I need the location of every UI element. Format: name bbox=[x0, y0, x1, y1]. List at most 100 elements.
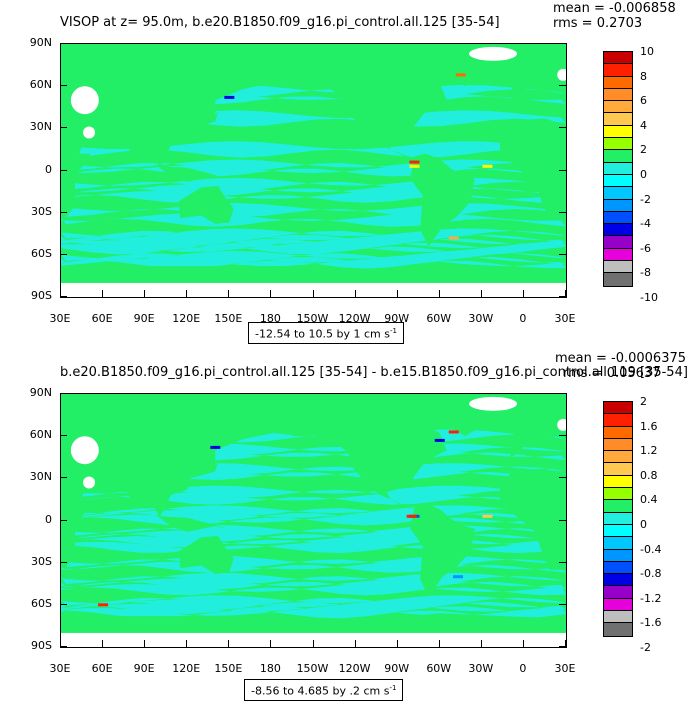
lat-tick-label: 0 bbox=[45, 512, 52, 526]
landmass bbox=[153, 163, 230, 182]
tick-mark bbox=[228, 640, 230, 647]
colorbar-label: 8 bbox=[640, 69, 647, 83]
tick-mark bbox=[270, 640, 272, 647]
lon-tick-label: 30W bbox=[468, 312, 494, 325]
colorbar-label: -2 bbox=[640, 192, 651, 206]
plot-title: b.e20.B1850.f09_g16.pi_control.all.125 [… bbox=[60, 365, 688, 380]
velocity-feature bbox=[406, 514, 417, 518]
tick-mark bbox=[396, 290, 398, 297]
velocity-feature bbox=[455, 73, 466, 77]
panel-bottom: b.e20.B1850.f09_g16.pi_control.all.125 [… bbox=[0, 350, 700, 701]
colorbar-swatch bbox=[604, 101, 632, 114]
tick-mark bbox=[102, 290, 104, 297]
lon-tick-label: 90W bbox=[384, 662, 410, 675]
colorbar-swatch bbox=[604, 611, 632, 624]
colorbar-label: -1.2 bbox=[640, 591, 662, 605]
tick-mark bbox=[559, 85, 566, 87]
tick-mark bbox=[559, 169, 566, 171]
colorbar-swatch bbox=[604, 488, 632, 501]
colorbar bbox=[603, 51, 633, 287]
lon-tick-label: 30W bbox=[468, 662, 494, 675]
landmass bbox=[509, 419, 566, 459]
lon-tick-label: 90E bbox=[133, 312, 155, 325]
tick-mark bbox=[144, 640, 146, 647]
lon-tick-label: 120E bbox=[172, 662, 201, 675]
lon-tick-label: 150W bbox=[296, 662, 329, 675]
colorbar-label: -0.8 bbox=[640, 567, 662, 581]
lon-tick-label: 30E bbox=[554, 312, 576, 325]
colorbar-swatch bbox=[604, 174, 632, 188]
lon-tick-label: 150W bbox=[296, 312, 329, 325]
lat-tick-label: 30N bbox=[29, 120, 52, 134]
colorbar-label: -4 bbox=[640, 217, 651, 231]
colorbar-swatch bbox=[604, 537, 632, 550]
colorbar-swatch bbox=[604, 261, 632, 274]
colorbar-swatch bbox=[604, 598, 632, 612]
colorbar-label: 0.8 bbox=[640, 468, 658, 482]
colorbar-swatch bbox=[604, 211, 632, 225]
tick-mark bbox=[102, 640, 104, 647]
tick-mark bbox=[559, 519, 566, 521]
colorbar-swatch bbox=[604, 162, 632, 175]
colorbar-swatch bbox=[604, 52, 632, 65]
ocean-band bbox=[61, 536, 566, 548]
ocean-band bbox=[61, 258, 566, 269]
lon-tick-label: 180 bbox=[259, 312, 281, 325]
colorbar-label: -2 bbox=[640, 641, 651, 654]
lon-tick-label: 90E bbox=[133, 662, 155, 675]
tick-mark bbox=[60, 393, 67, 394]
ocean-band bbox=[61, 492, 566, 505]
tick-mark bbox=[559, 296, 566, 297]
tick-mark bbox=[559, 477, 566, 479]
velocity-feature bbox=[210, 445, 221, 449]
tick-mark bbox=[60, 477, 67, 479]
colorbar-swatch bbox=[604, 426, 632, 439]
lat-tick-label: 60S bbox=[31, 596, 52, 610]
colorbar-label: -10 bbox=[640, 291, 658, 304]
landmass bbox=[153, 513, 230, 532]
landmass bbox=[410, 503, 475, 597]
tick-mark bbox=[60, 290, 61, 297]
missing-data-region bbox=[70, 436, 99, 465]
map-canvas bbox=[61, 44, 566, 297]
tick-mark bbox=[60, 85, 67, 87]
lon-tick-label: 60E bbox=[91, 312, 113, 325]
lon-tick-label: 120W bbox=[338, 312, 371, 325]
landmass bbox=[509, 69, 566, 109]
lon-tick-label: 30E bbox=[49, 662, 71, 675]
velocity-feature bbox=[434, 438, 445, 442]
colorbar-label: 2 bbox=[640, 395, 647, 408]
lon-tick-label: 90W bbox=[384, 312, 410, 325]
mean-stat: mean = -0.006858 bbox=[553, 1, 676, 16]
lat-tick-label: 90S bbox=[31, 639, 52, 652]
lon-tick-label: 0 bbox=[519, 312, 527, 325]
tick-mark bbox=[144, 290, 146, 297]
tick-mark bbox=[522, 640, 524, 647]
tick-mark bbox=[480, 640, 482, 647]
tick-mark bbox=[559, 43, 566, 44]
landmass bbox=[288, 69, 447, 160]
colorbar-swatch bbox=[604, 187, 632, 200]
colorbar-swatch bbox=[604, 451, 632, 464]
tick-mark bbox=[354, 290, 356, 297]
velocity-feature bbox=[448, 236, 459, 240]
tick-mark bbox=[396, 640, 398, 647]
ocean-band bbox=[61, 583, 566, 596]
landmass bbox=[410, 153, 475, 247]
tick-mark bbox=[565, 290, 566, 297]
colorbar-label: 0 bbox=[640, 168, 647, 181]
tick-mark bbox=[60, 519, 67, 521]
rms-stat: rms = 0.2703 bbox=[553, 16, 643, 31]
tick-mark bbox=[559, 127, 566, 129]
missing-data-region bbox=[557, 68, 566, 81]
tick-mark bbox=[559, 393, 566, 394]
colorbar-swatch bbox=[604, 113, 632, 126]
landmass bbox=[61, 63, 272, 219]
lon-tick-label: 120E bbox=[172, 312, 201, 325]
ocean-band bbox=[61, 141, 566, 158]
colorbar-label: 1.2 bbox=[640, 444, 658, 458]
tick-mark bbox=[60, 640, 61, 647]
lon-tick-label: 30E bbox=[554, 662, 576, 675]
tick-mark bbox=[60, 646, 67, 647]
lon-tick-label: 150E bbox=[214, 662, 243, 675]
